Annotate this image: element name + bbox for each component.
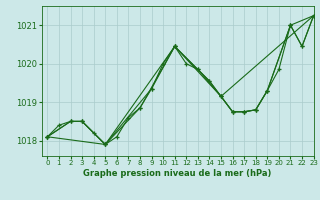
X-axis label: Graphe pression niveau de la mer (hPa): Graphe pression niveau de la mer (hPa) <box>84 169 272 178</box>
